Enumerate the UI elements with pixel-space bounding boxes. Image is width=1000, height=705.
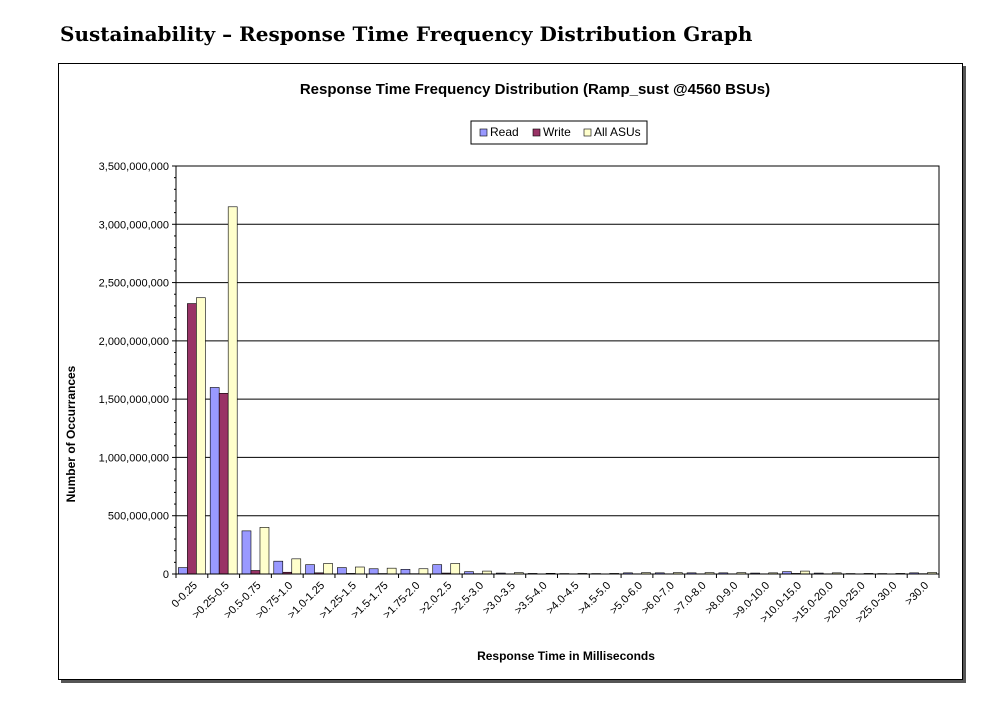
y-tick-label: 2,000,000,000 [99,336,169,348]
legend-box [470,120,648,145]
bar-all-asus [196,297,206,575]
bar-read [273,560,284,575]
bars [178,206,937,575]
bar-all-asus [291,558,302,575]
bar-read [241,530,252,575]
bar-read [209,387,220,575]
bar-all-asus [259,527,270,575]
x-tick-label: >3.5-4.0 [512,580,549,617]
x-axis-label: Response Time in Milliseconds [477,649,655,663]
bar-all-asus [418,568,429,575]
response-time-chart: Response Time Frequency Distribution (Ra… [64,81,940,663]
x-tick-label: >7.0-8.0 [671,580,708,617]
legend-label-read: Read [490,125,519,139]
bar-all-asus [323,563,333,575]
legend-label-all-asus: All ASUs [594,125,641,139]
x-tick-label: >4.0-4.5 [544,580,581,617]
bar-read [178,567,188,575]
bar-read [368,568,379,575]
y-tick-label: 1,000,000,000 [99,452,169,464]
legend-swatch-all-asus [583,128,592,137]
chart-frame: Response Time Frequency Distribution (Ra… [58,63,963,680]
x-tick-label: >4.5-5.0 [576,580,613,617]
x-tick-labels: 0-0.25>0.25-0.5>0.5-0.75>0.75-1.0>1.0-1.… [169,580,931,626]
page-heading: Sustainability – Response Time Frequency… [60,22,753,46]
bar-write [250,570,261,575]
chart-title: Response Time Frequency Distribution (Ra… [300,81,770,98]
x-tick-label: >5.0-6.0 [608,580,645,617]
axes [172,165,940,578]
x-tick-label: >2.0-2.5 [417,580,454,617]
bar-write [218,393,229,575]
bar-read [305,564,315,575]
bar-write [187,303,197,575]
x-tick-label: >6.0-7.0 [640,580,677,617]
y-tick-labels: 0 500,000,000 1,000,000,000 1,500,000,000 2,… [99,161,169,581]
bar-read [400,569,411,575]
bar-read [432,564,443,575]
bar-read [337,567,347,575]
legend-swatch-write [532,128,541,137]
x-tick-label: >2.5-3.0 [449,580,486,617]
plot-border [175,165,940,575]
y-tick-label: 1,500,000,000 [99,394,169,406]
legend-swatch-read [479,128,488,137]
y-tick-label: 0 [163,569,169,581]
x-tick-label: >30.0 [903,580,931,608]
chart-legend: Read Write All ASUs [470,120,648,145]
legend-label-write: Write [543,125,571,139]
y-axis-label: Number of Occurrances [64,365,78,502]
bar-all-asus [227,206,238,575]
y-tick-label: 3,500,000,000 [99,161,169,173]
bar-all-asus [386,567,397,575]
x-tick-label: >3.0-3.5 [481,580,518,617]
bar-all-asus [355,566,365,575]
y-tick-label: 500,000,000 [108,511,169,523]
x-tick-label: 0-0.25 [169,580,200,611]
gridlines [176,165,939,517]
bar-all-asus [450,563,461,575]
y-tick-label: 3,000,000,000 [99,219,169,231]
y-tick-label: 2,500,000,000 [99,278,169,290]
